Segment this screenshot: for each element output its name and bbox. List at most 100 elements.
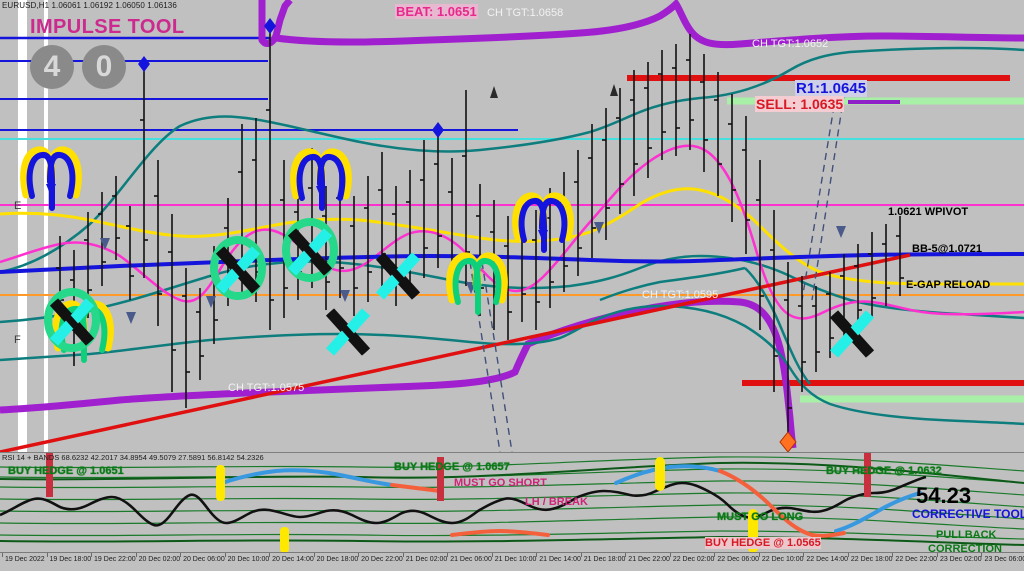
price-chart-panel[interactable]: EURUSD,H1 1.06061 1.06192 1.06050 1.0613… bbox=[0, 0, 1024, 452]
r1-label: R1:1.0645 bbox=[795, 80, 868, 97]
candle bbox=[644, 62, 652, 178]
candle bbox=[126, 206, 134, 300]
up-arrow-markers bbox=[490, 84, 618, 98]
time-axis-tick-label: 21 Dec 18:00 bbox=[583, 556, 626, 563]
dashed-projection-2 bbox=[481, 261, 513, 452]
rsi-band-lower-strong bbox=[0, 535, 1024, 546]
time-axis-tickmark bbox=[936, 553, 938, 557]
down-arrow-icon bbox=[206, 296, 216, 308]
time-axis-tick-label: 22 Dec 18:00 bbox=[850, 556, 893, 563]
page-title: IMPULSE TOOL bbox=[30, 16, 185, 38]
cyan-cross-icon bbox=[829, 310, 875, 358]
candle bbox=[182, 268, 190, 408]
candle bbox=[770, 210, 778, 392]
up-arrow-icon bbox=[490, 86, 498, 98]
candle bbox=[168, 214, 176, 392]
cyan-cross-markers bbox=[44, 218, 875, 358]
candle bbox=[826, 272, 834, 358]
candle bbox=[196, 288, 204, 380]
time-axis-tickmark bbox=[892, 553, 894, 557]
impulse-band-lower bbox=[0, 297, 797, 449]
candle bbox=[700, 54, 708, 172]
dashed-projection-3 bbox=[801, 81, 839, 301]
ch-tgt-top-label: CH TGT:1.0658 bbox=[487, 7, 564, 19]
rsi-line bbox=[0, 475, 927, 527]
magenta-fast-ma bbox=[0, 144, 1024, 320]
egap-reload-label: E-GAP RELOAD bbox=[906, 279, 991, 291]
time-axis-tickmark bbox=[758, 553, 760, 557]
candle bbox=[588, 124, 596, 258]
cyan-cross-icon bbox=[375, 252, 421, 300]
time-axis-tickmark bbox=[536, 553, 538, 557]
down-arrow-markers bbox=[100, 222, 846, 324]
symbol-quote-line: EURUSD,H1 1.06061 1.06192 1.06050 1.0613… bbox=[2, 1, 177, 10]
rsi-bands bbox=[0, 456, 1024, 540]
time-axis-tick-label: 21 Dec 06:00 bbox=[450, 556, 492, 563]
ram-horn-icon bbox=[290, 148, 352, 211]
blue-diamond-markers bbox=[138, 18, 444, 138]
candle bbox=[140, 62, 148, 278]
time-axis-tickmark bbox=[447, 553, 449, 557]
candle bbox=[434, 126, 442, 268]
ch-tgt-right-label: CH TGT:1.0652 bbox=[752, 38, 829, 50]
time-axis-tickmark bbox=[2, 553, 3, 557]
time-axis-tickmark bbox=[669, 553, 671, 557]
yellow-stripe bbox=[655, 457, 665, 491]
candle bbox=[798, 276, 806, 392]
time-axis-tickmark bbox=[269, 553, 271, 557]
red-bar bbox=[437, 457, 444, 501]
rsi-signal-up bbox=[220, 464, 922, 533]
candle bbox=[154, 160, 162, 326]
candle bbox=[658, 50, 666, 160]
candle bbox=[630, 70, 638, 196]
time-axis-tickmark bbox=[803, 553, 805, 557]
blue-diamond-icon bbox=[432, 122, 444, 138]
orange-diamond-icon bbox=[779, 431, 797, 452]
beat-label: BEAT: 1.0651 bbox=[395, 4, 478, 19]
badge-4: 4 bbox=[30, 45, 74, 89]
left-gutter bbox=[18, 0, 27, 452]
ch-tgt-mid-label: CH TGT:1.0595 bbox=[642, 289, 719, 301]
candle bbox=[420, 140, 428, 278]
candle bbox=[532, 210, 540, 330]
candle bbox=[868, 232, 876, 318]
correction-label: CORRECTION bbox=[928, 543, 1002, 553]
rsi-signal-down bbox=[390, 469, 846, 538]
time-axis-tick-label: 19 Dec 18:00 bbox=[49, 556, 92, 563]
candlestick-series bbox=[56, 24, 904, 438]
corrective-tool-label: CORRECTIVE TOOL bbox=[912, 507, 1024, 521]
time-axis[interactable]: 19 Dec 2022 19 Dec 18:00 19 Dec 22:00 20 De… bbox=[0, 552, 1024, 571]
time-axis-tickmark bbox=[313, 553, 315, 557]
impulse-band-left bbox=[258, 0, 293, 47]
candle bbox=[728, 94, 736, 222]
dashed-projection-1 bbox=[469, 261, 501, 452]
must-go-long-label: MUST GO LONG bbox=[717, 511, 804, 523]
candle bbox=[308, 148, 316, 288]
candle bbox=[322, 186, 330, 310]
impulse-band-upper bbox=[275, 0, 1024, 49]
candle bbox=[742, 116, 750, 254]
up-arrow-icon bbox=[610, 84, 618, 96]
teal-extra bbox=[599, 266, 746, 302]
bb5-label: BB-5@1.0721 bbox=[912, 243, 983, 255]
red-trend-line bbox=[0, 253, 911, 452]
time-axis-tick-label: 20 Dec 22:00 bbox=[361, 556, 403, 563]
ch-tgt-low-label: CH TGT:1.0575 bbox=[228, 382, 305, 394]
rsi-band-upper-strong bbox=[0, 461, 1024, 484]
ram-horn-icon bbox=[446, 252, 508, 315]
ram-horn-icon bbox=[512, 192, 574, 253]
time-axis-tick-label: 20 Dec 06:00 bbox=[183, 556, 225, 563]
time-axis-tick-label: 22 Dec 10:00 bbox=[761, 556, 804, 563]
time-axis-tick-label: 21 Dec 10:00 bbox=[494, 556, 537, 563]
candle bbox=[266, 24, 274, 330]
teal-extra-dn bbox=[744, 267, 811, 385]
candle bbox=[756, 160, 764, 330]
rsi-indicator-panel[interactable]: RSI 14 + BANDS 68.6232 42.2017 34.8954 4… bbox=[0, 452, 1024, 553]
time-axis-tickmark bbox=[358, 553, 360, 557]
time-axis-tickmark bbox=[46, 553, 48, 557]
blue-diamond-icon bbox=[138, 56, 150, 72]
rsi-header: RSI 14 + BANDS 68.6232 42.2017 34.8954 4… bbox=[2, 453, 264, 462]
candle bbox=[574, 150, 582, 276]
ram-horn-markers bbox=[20, 146, 574, 363]
